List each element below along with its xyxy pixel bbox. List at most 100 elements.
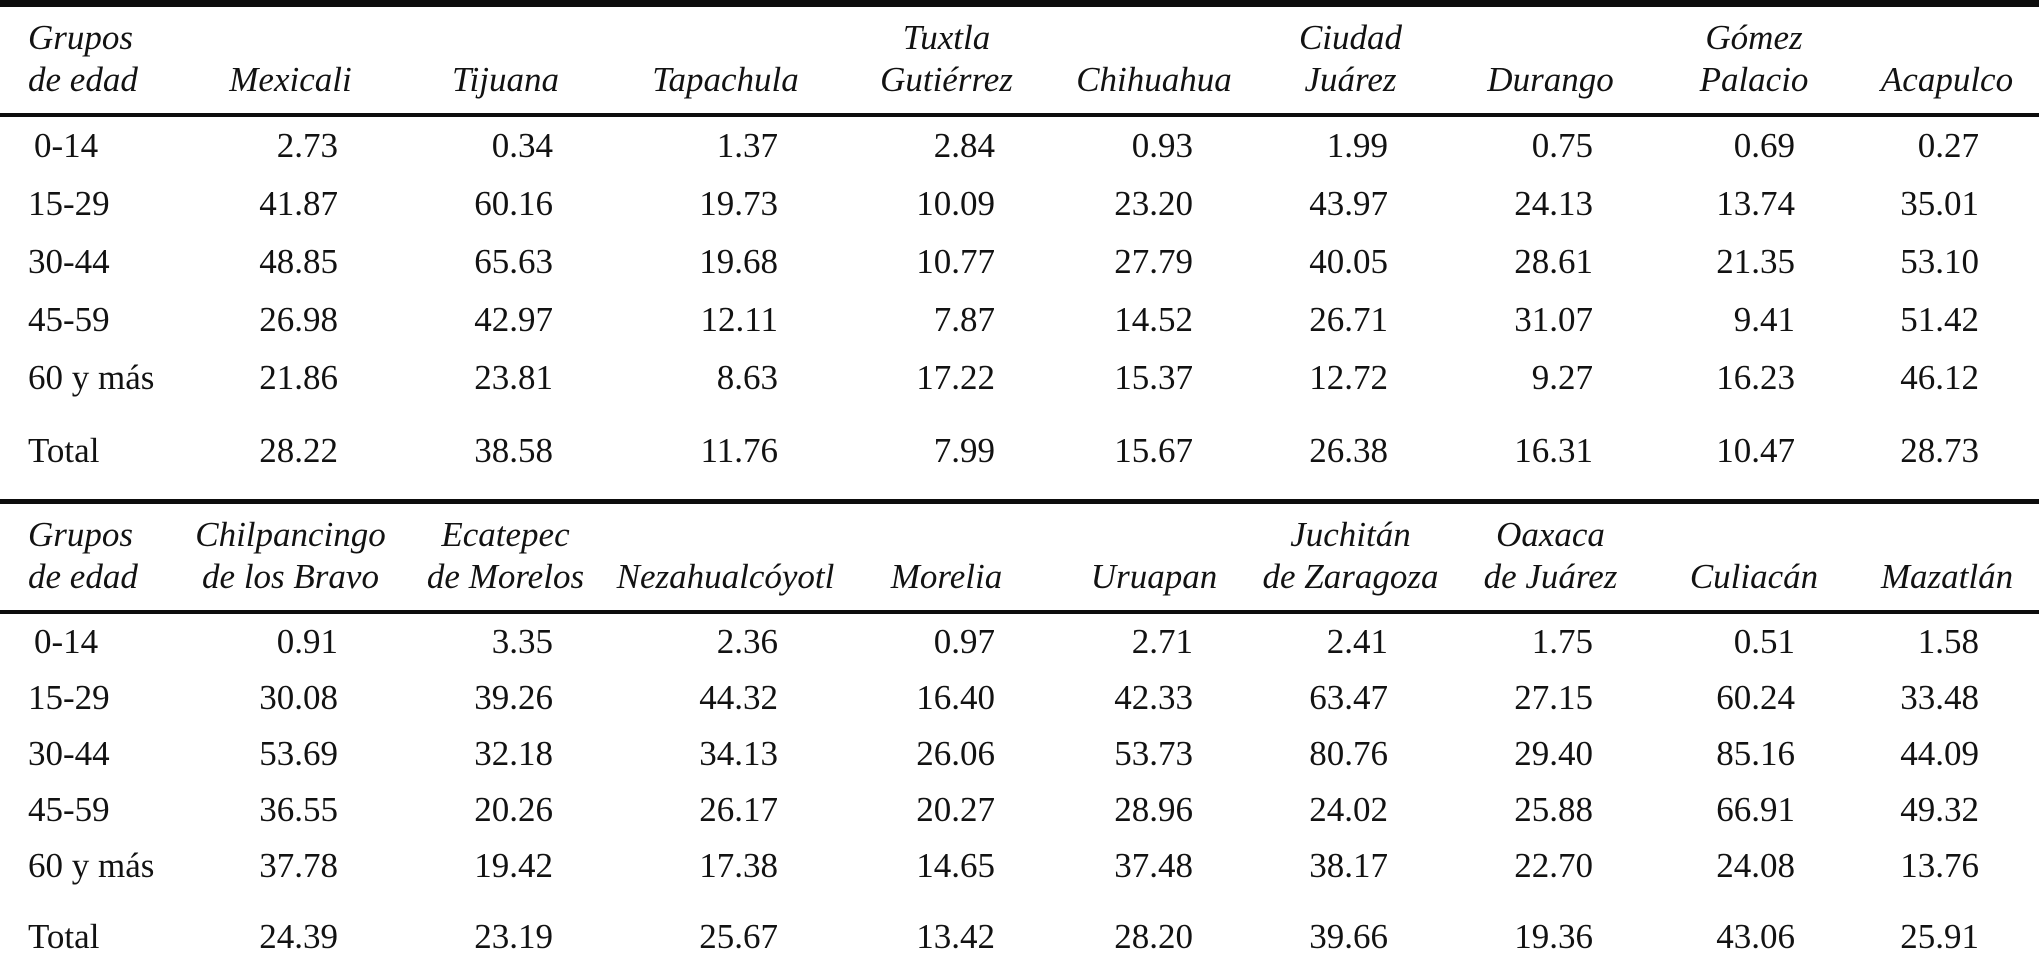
value-cell: 60.24 bbox=[1716, 678, 1795, 717]
value-cell: 11.76 bbox=[700, 431, 778, 470]
table-row: 15-29 41.87 60.16 19.73 10.09 23.20 43.97 24.13… bbox=[0, 175, 2039, 233]
header-line: de Juárez bbox=[1483, 557, 1618, 596]
header-line: Durango bbox=[1487, 60, 1614, 99]
city-column-header: Ciudad Juárez bbox=[1253, 4, 1448, 116]
value-cell: 23.81 bbox=[474, 358, 553, 397]
value-cell: 14.52 bbox=[1114, 300, 1193, 339]
table-row: 0-14 0.91 3.35 2.36 0.97 2.71 2.41 1.75 0.51 1.58 bbox=[0, 612, 2039, 670]
city-column-header: Mazatlán bbox=[1855, 502, 2039, 613]
value-cell: 25.88 bbox=[1514, 790, 1593, 829]
row-label: Total bbox=[28, 917, 100, 956]
value-cell: 26.71 bbox=[1309, 300, 1388, 339]
value-cell: 24.13 bbox=[1514, 184, 1593, 223]
value-cell: 17.22 bbox=[916, 358, 995, 397]
value-cell: 7.87 bbox=[933, 300, 995, 339]
table-row: 45-59 26.98 42.97 12.11 7.87 14.52 26.71 31.07 9… bbox=[0, 291, 2039, 349]
header-line: Ecatepec bbox=[441, 515, 570, 554]
value-cell: 1.58 bbox=[1917, 622, 1979, 661]
row-label: 15-29 bbox=[28, 184, 110, 223]
value-cell: 51.42 bbox=[1900, 300, 1979, 339]
city-column-header: Gómez Palacio bbox=[1653, 4, 1855, 116]
city-column-header: Tapachula bbox=[613, 4, 838, 116]
age-groups-by-city-table-part-1: Grupos de edad Mexicali Tijuana Tapachula Tux… bbox=[0, 0, 2039, 499]
value-cell: 2.71 bbox=[1131, 622, 1193, 661]
value-cell: 24.02 bbox=[1309, 790, 1388, 829]
value-cell: 24.08 bbox=[1716, 846, 1795, 885]
value-cell: 12.11 bbox=[700, 300, 778, 339]
header-line: Mexicali bbox=[229, 60, 352, 99]
value-cell: 40.05 bbox=[1309, 242, 1388, 281]
value-cell: 53.73 bbox=[1114, 734, 1193, 773]
value-cell: 28.20 bbox=[1114, 917, 1193, 956]
value-cell: 41.87 bbox=[259, 184, 338, 223]
age-group-column-header: Grupos de edad bbox=[0, 4, 183, 116]
city-column-header: Tuxtla Gutiérrez bbox=[838, 4, 1055, 116]
header-line: Juchitán bbox=[1290, 515, 1411, 554]
row-label: 0-14 bbox=[34, 126, 99, 165]
header-line: Grupos bbox=[28, 18, 134, 57]
value-cell: 27.79 bbox=[1114, 242, 1193, 281]
value-cell: 28.73 bbox=[1900, 431, 1979, 470]
value-cell: 13.74 bbox=[1716, 184, 1795, 223]
row-label: 60 y más bbox=[28, 846, 155, 885]
header-line: Tuxtla bbox=[902, 18, 991, 57]
value-cell: 24.39 bbox=[259, 917, 338, 956]
value-cell: 13.76 bbox=[1900, 846, 1979, 885]
value-cell: 7.99 bbox=[933, 431, 995, 470]
row-label: 60 y más bbox=[28, 358, 155, 397]
value-cell: 43.97 bbox=[1309, 184, 1388, 223]
value-cell: 21.35 bbox=[1716, 242, 1795, 281]
value-cell: 29.40 bbox=[1514, 734, 1593, 773]
value-cell: 34.13 bbox=[699, 734, 778, 773]
row-label: 30-44 bbox=[28, 242, 110, 281]
header-line: de edad bbox=[28, 557, 138, 596]
value-cell: 53.69 bbox=[259, 734, 338, 773]
value-cell: 28.96 bbox=[1114, 790, 1193, 829]
value-cell: 28.22 bbox=[259, 431, 338, 470]
value-cell: 33.48 bbox=[1900, 678, 1979, 717]
value-cell: 1.37 bbox=[716, 126, 778, 165]
value-cell: 28.61 bbox=[1514, 242, 1593, 281]
city-column-header: Acapulco bbox=[1855, 4, 2039, 116]
value-cell: 44.09 bbox=[1900, 734, 1979, 773]
row-label: 30-44 bbox=[28, 734, 110, 773]
value-cell: 27.15 bbox=[1514, 678, 1593, 717]
header-line: Juárez bbox=[1304, 60, 1397, 99]
city-column-header: Chihuahua bbox=[1055, 4, 1253, 116]
city-column-header: Juchitán de Zaragoza bbox=[1253, 502, 1448, 613]
total-row: Total 28.22 38.58 11.76 7.99 15.67 26.38 16.31 1… bbox=[0, 407, 2039, 499]
value-cell: 1.75 bbox=[1531, 622, 1593, 661]
header-row: Grupos de edad Mexicali Tijuana Tapachula Tux… bbox=[0, 4, 2039, 116]
value-cell: 21.86 bbox=[259, 358, 338, 397]
header-line: Grupos bbox=[28, 515, 134, 554]
table-row: 60 y más 37.78 19.42 17.38 14.65 37.48 38.17 22… bbox=[0, 838, 2039, 894]
value-cell: 19.36 bbox=[1514, 917, 1593, 956]
value-cell: 2.41 bbox=[1326, 622, 1388, 661]
city-column-header: Ecatepec de Morelos bbox=[398, 502, 613, 613]
value-cell: 8.63 bbox=[716, 358, 778, 397]
table-row: 0-14 2.73 0.34 1.37 2.84 0.93 1.99 0.75 0.69 0.27 bbox=[0, 115, 2039, 175]
value-cell: 13.42 bbox=[916, 917, 995, 956]
row-label: Total bbox=[28, 431, 100, 470]
value-cell: 16.40 bbox=[916, 678, 995, 717]
header-line: Nezahualcóyotl bbox=[616, 557, 835, 596]
value-cell: 31.07 bbox=[1514, 300, 1593, 339]
city-column-header: Oaxaca de Juárez bbox=[1448, 502, 1653, 613]
value-cell: 25.91 bbox=[1900, 917, 1979, 956]
value-cell: 43.06 bbox=[1716, 917, 1795, 956]
header-line: Acapulco bbox=[1880, 60, 2014, 99]
value-cell: 37.78 bbox=[259, 846, 338, 885]
value-cell: 20.26 bbox=[474, 790, 553, 829]
city-column-header: Culiacán bbox=[1653, 502, 1855, 613]
value-cell: 23.20 bbox=[1114, 184, 1193, 223]
value-cell: 0.93 bbox=[1131, 126, 1193, 165]
value-cell: 85.16 bbox=[1716, 734, 1795, 773]
total-row: Total 24.39 23.19 25.67 13.42 28.20 39.66 19.36… bbox=[0, 894, 2039, 962]
value-cell: 0.51 bbox=[1733, 622, 1795, 661]
value-cell: 37.48 bbox=[1114, 846, 1193, 885]
value-cell: 0.91 bbox=[276, 622, 338, 661]
row-label: 15-29 bbox=[28, 678, 110, 717]
header-line: de Zaragoza bbox=[1262, 557, 1439, 596]
row-label: 0-14 bbox=[34, 622, 99, 661]
